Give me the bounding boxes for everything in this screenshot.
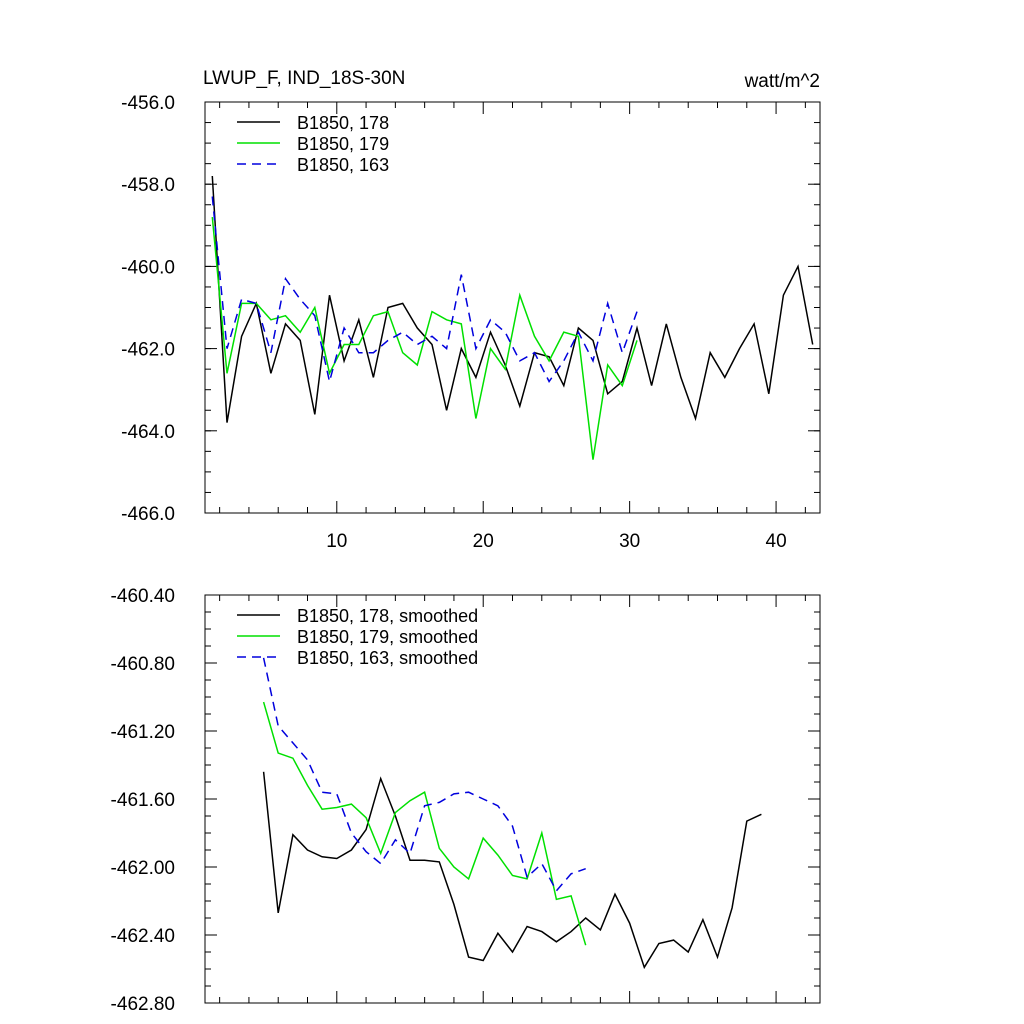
y-tick-label: -462.00 xyxy=(111,858,175,879)
x-tick-label: 20 xyxy=(473,531,494,552)
legend-label: B1850, 179, smoothed xyxy=(297,627,478,647)
legend-label: B1850, 179 xyxy=(297,134,389,154)
series-line-1 xyxy=(211,175,814,423)
y-tick-label: -462.40 xyxy=(111,926,175,947)
series-line-2 xyxy=(211,217,638,460)
y-tick-label: -464.0 xyxy=(121,422,175,443)
series-line-3 xyxy=(262,657,586,893)
x-tick-label: 10 xyxy=(326,531,347,552)
y-tick-label: -461.20 xyxy=(111,722,175,743)
legend-label: B1850, 178 xyxy=(297,113,389,133)
y-tick-label: -460.0 xyxy=(121,257,175,278)
chart-title: LWUP_F, IND_18S-30N xyxy=(203,68,405,89)
series-line-1 xyxy=(262,771,762,970)
units-label: watt/m^2 xyxy=(744,71,820,92)
x-tick-label: 30 xyxy=(619,531,640,552)
y-tick-label: -456.0 xyxy=(121,93,175,114)
series-line-3 xyxy=(211,196,638,383)
top-panel: 10 20 30 40 -456.0 -458.0 -460.0 -462.0 -464.0 -4… xyxy=(121,93,821,552)
y-tick-label: -458.0 xyxy=(121,175,175,196)
y-tick-label: -466.0 xyxy=(121,504,175,525)
legend-label: B1850, 178, smoothed xyxy=(297,606,478,626)
legend-label: B1850, 163 xyxy=(297,155,389,175)
y-tick-label: -460.40 xyxy=(111,586,175,607)
y-tick-label: -461.60 xyxy=(111,790,175,811)
legend-label: B1850, 163, smoothed xyxy=(297,648,478,668)
y-tick-label: -460.80 xyxy=(111,654,175,675)
series-line-2 xyxy=(262,701,587,946)
y-tick-label: -462.0 xyxy=(121,340,175,361)
y-tick-label: -462.80 xyxy=(111,994,175,1015)
bottom-panel: -460.40 -460.80 -461.20 -461.60 -462.00 -462.… xyxy=(111,586,821,1015)
x-tick-label: 40 xyxy=(766,531,787,552)
